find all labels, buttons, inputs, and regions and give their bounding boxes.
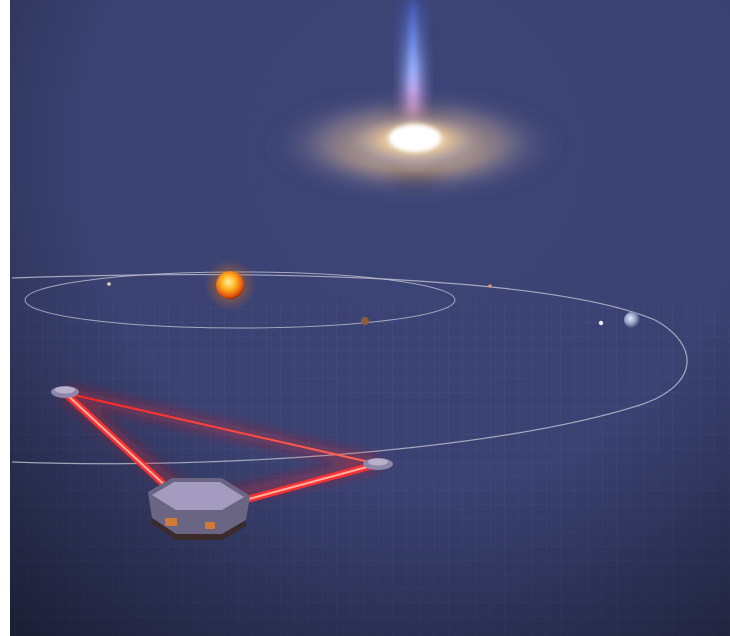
spacetime-ripples <box>10 0 730 636</box>
planet-tiny <box>107 282 111 286</box>
spacecraft-near <box>148 478 250 540</box>
planet-tiny <box>598 320 604 326</box>
laser-beam <box>64 392 379 465</box>
spacecraft-right <box>363 458 393 470</box>
planet-tiny <box>488 284 492 288</box>
planets <box>107 282 640 328</box>
planet-earth <box>624 312 640 328</box>
galaxy-with-jet <box>265 0 565 200</box>
laser-interferometer <box>51 386 393 540</box>
sun <box>204 259 256 311</box>
spacecraft-left <box>51 386 79 398</box>
planet-small <box>361 317 369 325</box>
